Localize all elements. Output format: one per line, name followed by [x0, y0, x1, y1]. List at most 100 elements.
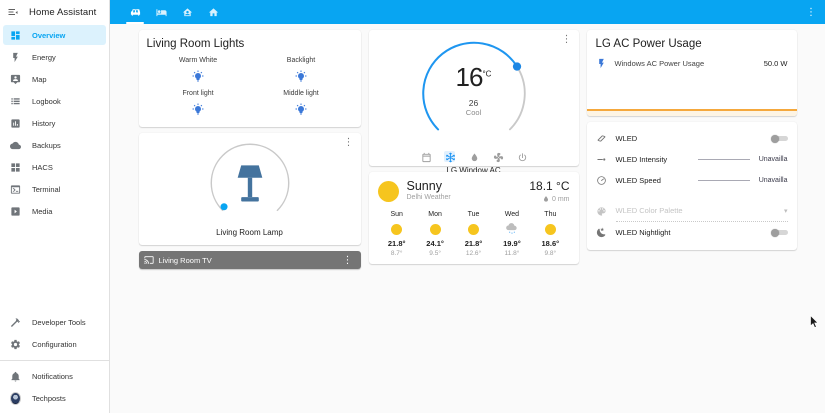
sidebar-item-terminal[interactable]: Terminal [3, 179, 106, 199]
hammer-icon [10, 317, 21, 328]
list-icon [10, 96, 21, 107]
sidebar-item-hacs[interactable]: HACS [3, 157, 106, 177]
flash-icon [596, 58, 607, 69]
wled-speed-row: WLED Speed Unavailla [596, 170, 788, 191]
speedometer-icon [596, 175, 607, 186]
lamp-brightness-dial[interactable] [139, 139, 361, 227]
tab-bedroom[interactable] [148, 0, 174, 24]
intensity-icon [596, 154, 607, 165]
tab-home[interactable] [200, 0, 226, 24]
power-history-graph [586, 109, 797, 116]
chevron-down-icon: ▾ [783, 207, 788, 215]
sensor-value: 50.0 W [763, 59, 788, 68]
bell-icon [10, 371, 21, 382]
sunny-icon [391, 223, 403, 235]
dial-handle [220, 203, 228, 211]
card-menu-button[interactable]: ⋮ [342, 254, 353, 266]
wled-toggle[interactable] [770, 134, 788, 143]
sidebar-item-map[interactable]: Map [3, 69, 106, 89]
play-box-icon [10, 206, 21, 217]
tab-living-room[interactable] [122, 0, 148, 24]
forecast-day: Tue 21.8° 12.6° [464, 211, 483, 257]
power-icon[interactable] [516, 151, 527, 162]
console-icon [10, 184, 21, 195]
sofa-icon [130, 7, 141, 18]
card-menu-button[interactable]: ⋮ [561, 34, 572, 45]
home-account-icon [182, 7, 193, 18]
light-middle-light[interactable]: Middle light [250, 85, 353, 118]
sidebar-item-history[interactable]: History [3, 113, 106, 133]
light-warm-white[interactable]: Warm White [147, 52, 250, 85]
lamp-card: ⋮ Living Room Lamp [138, 133, 361, 245]
gear-icon [10, 339, 21, 350]
sidebar-item-configuration[interactable]: Configuration [3, 334, 106, 354]
lightbulb-on-icon[interactable] [192, 103, 204, 115]
light-front-light[interactable]: Front light [147, 85, 250, 118]
sidebar-item-overview[interactable]: Overview [3, 25, 106, 45]
sidebar-item-logbook[interactable]: Logbook [3, 91, 106, 111]
rainy-icon [506, 223, 517, 234]
dashboard: Living Room Lights Warm White Backlight … [110, 24, 825, 413]
sidebar-header: Home Assistant [0, 0, 109, 24]
raindrop-icon [544, 196, 548, 202]
nightlight-toggle[interactable] [770, 228, 788, 237]
intensity-value: Unavailla [758, 156, 788, 163]
water-drop-icon[interactable] [468, 151, 479, 162]
weather-card[interactable]: Sunny Delhi Weather 18.1 °C 0 mm [368, 172, 579, 264]
speed-slider[interactable] [697, 180, 750, 181]
sidebar-item-notifications[interactable]: Notifications [3, 366, 106, 386]
palette-icon [596, 206, 607, 217]
forecast-day: Sun 21.8° 8.7° [387, 211, 406, 257]
sunny-icon [429, 223, 441, 235]
avatar [10, 391, 21, 405]
hvac-action-label: Cool [465, 108, 482, 117]
snowflake-icon[interactable] [444, 151, 455, 163]
intensity-slider[interactable] [697, 159, 750, 160]
sidebar-item-backups[interactable]: Backups [3, 135, 106, 155]
night-icon [596, 227, 607, 238]
wled-toggle-row: WLED [596, 128, 788, 149]
forecast-day: Mon 24.1° 9.5° [426, 211, 444, 257]
top-app-bar: ⋮ [110, 0, 825, 24]
forecast-day: Wed 19.9° 11.8° [503, 211, 521, 257]
power-sensor-row[interactable]: Windows AC Power Usage 50.0 W [596, 58, 788, 69]
menu-open-icon[interactable] [6, 5, 20, 19]
sidebar-item-media[interactable]: Media [3, 201, 106, 221]
color-palette-select[interactable]: WLED Color Palette ▾ [615, 200, 788, 222]
speed-value: Unavailla [758, 177, 788, 184]
dial-handle [512, 62, 521, 71]
tv-media-card[interactable]: Living Room TV ⋮ [138, 251, 361, 269]
view-dashboard-icon [10, 30, 21, 41]
card-title: LG AC Power Usage [595, 38, 702, 50]
card-title: Living Room Lights [146, 38, 245, 50]
wled-nightlight-row: WLED Nightlight [596, 222, 788, 243]
calendar-sync-icon[interactable] [420, 151, 431, 163]
led-strip-icon [596, 133, 607, 144]
thermostat-dial[interactable]: 16°C 26 Cool [414, 38, 534, 149]
tab-home-account[interactable] [174, 0, 200, 24]
light-backlight[interactable]: Backlight [250, 52, 353, 85]
sidebar-spacer [0, 222, 109, 311]
grid-icon [10, 162, 21, 173]
lights-card: Living Room Lights Warm White Backlight … [138, 30, 361, 127]
card-menu-button[interactable]: ⋮ [343, 137, 354, 148]
floor-lamp-icon [237, 165, 262, 202]
main-area: ⋮ Living Room Lights Warm White Backligh… [110, 0, 825, 413]
overflow-menu-button[interactable]: ⋮ [806, 6, 816, 18]
sidebar-item-user[interactable]: Techposts [3, 388, 106, 408]
fan-icon[interactable] [492, 151, 504, 163]
tv-name: Living Room TV [158, 255, 212, 265]
weather-temperature: 18.1 °C [529, 179, 570, 193]
target-temperature: 16°C [455, 62, 492, 92]
lightbulb-on-icon[interactable] [295, 70, 307, 82]
sidebar-item-energy[interactable]: Energy [3, 47, 106, 67]
map-account-icon [10, 74, 21, 85]
cloud-icon [10, 140, 21, 151]
hvac-mode-row [369, 151, 579, 163]
lightbulb-on-icon[interactable] [295, 103, 307, 115]
weather-precipitation: 0 mm [529, 195, 570, 203]
home-icon [208, 7, 219, 18]
sidebar-item-developer-tools[interactable]: Developer Tools [3, 312, 106, 332]
lightbulb-on-icon[interactable] [192, 70, 204, 82]
